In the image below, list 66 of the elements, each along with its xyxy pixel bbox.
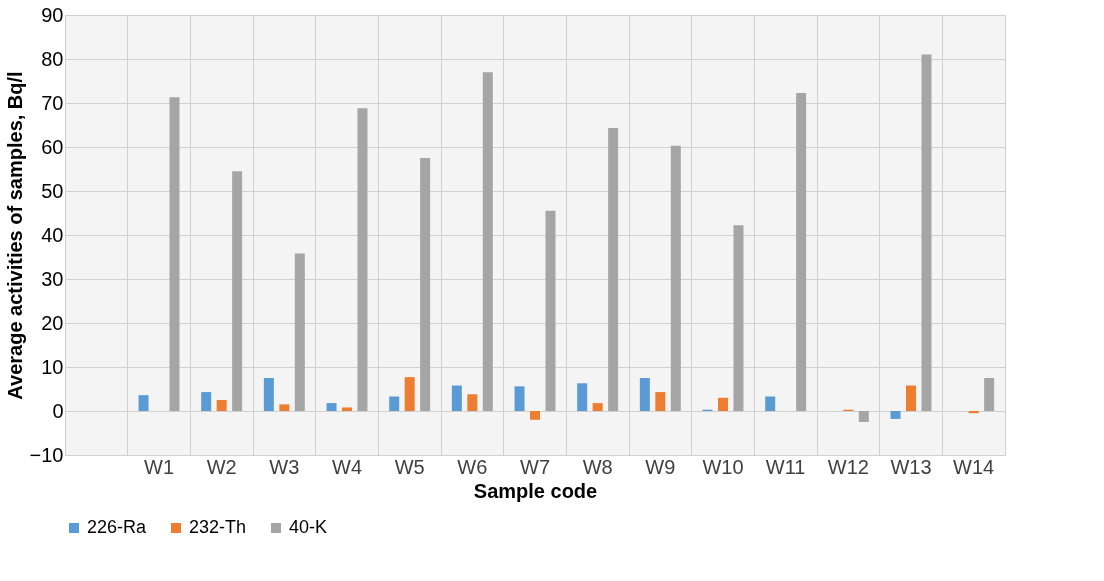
x-tick-label: W9 <box>645 455 676 478</box>
bar <box>592 403 603 411</box>
y-tick-label: −10 <box>29 443 64 466</box>
bar <box>608 128 619 411</box>
bar <box>482 72 493 411</box>
y-tick-label: 20 <box>41 311 64 334</box>
x-tick-label: W7 <box>520 455 550 478</box>
bar <box>294 253 305 411</box>
y-tick-label: 50 <box>41 179 64 202</box>
x-tick-label: W6 <box>457 455 488 478</box>
y-tick-label: 10 <box>41 355 64 378</box>
bar <box>420 158 431 411</box>
x-tick-label: W5 <box>394 455 425 478</box>
bar <box>718 397 728 411</box>
bar <box>906 385 916 411</box>
bar <box>467 394 478 411</box>
x-tick-label: W13 <box>890 455 932 478</box>
x-tick-label: W11 <box>765 455 806 478</box>
x-tick-label: W12 <box>827 455 869 478</box>
bar <box>138 395 149 411</box>
bar <box>451 385 462 411</box>
y-axis-title: Average activities of samples, Bq/l <box>3 71 26 400</box>
bar <box>169 97 180 411</box>
y-tick-label: 60 <box>41 135 64 158</box>
bar <box>655 392 666 411</box>
bar <box>263 378 274 411</box>
bar <box>545 210 556 411</box>
bar <box>858 411 869 422</box>
bar <box>404 377 415 411</box>
bar <box>326 403 337 411</box>
y-tick-label: 80 <box>41 47 64 70</box>
bar <box>389 396 400 411</box>
bar <box>201 392 212 411</box>
y-tick-label: 90 <box>41 3 64 26</box>
bar <box>357 108 368 411</box>
x-tick-label: W8 <box>582 455 613 478</box>
bar <box>216 400 227 411</box>
bar <box>670 145 681 411</box>
x-tick-label: W1 <box>144 455 174 478</box>
bar <box>530 411 540 420</box>
x-tick-label: W2 <box>206 455 237 478</box>
bar <box>890 411 901 419</box>
legend-label: 232-Th <box>189 517 247 537</box>
y-tick-label: 40 <box>41 223 64 246</box>
x-tick-label: W10 <box>702 455 744 478</box>
bar <box>577 383 588 411</box>
legend-label: 226-Ra <box>87 517 148 537</box>
bar <box>968 411 979 414</box>
bar <box>984 378 995 411</box>
bar <box>921 54 932 411</box>
bar <box>342 407 352 411</box>
x-tick-label: W4 <box>332 455 362 478</box>
bar <box>232 171 243 411</box>
y-tick-label: 30 <box>41 267 64 290</box>
bar <box>733 225 744 411</box>
x-axis-title: Sample code <box>473 479 598 502</box>
y-tick-label: 70 <box>41 91 64 114</box>
x-tick-label: W14 <box>953 455 995 478</box>
y-tick-label: 0 <box>52 399 64 422</box>
bar <box>514 386 525 411</box>
bar <box>639 378 650 411</box>
bar <box>279 404 290 411</box>
bar <box>796 92 807 411</box>
legend-label: 40-K <box>289 517 328 537</box>
x-tick-label: W3 <box>269 455 300 478</box>
bar <box>765 396 776 411</box>
